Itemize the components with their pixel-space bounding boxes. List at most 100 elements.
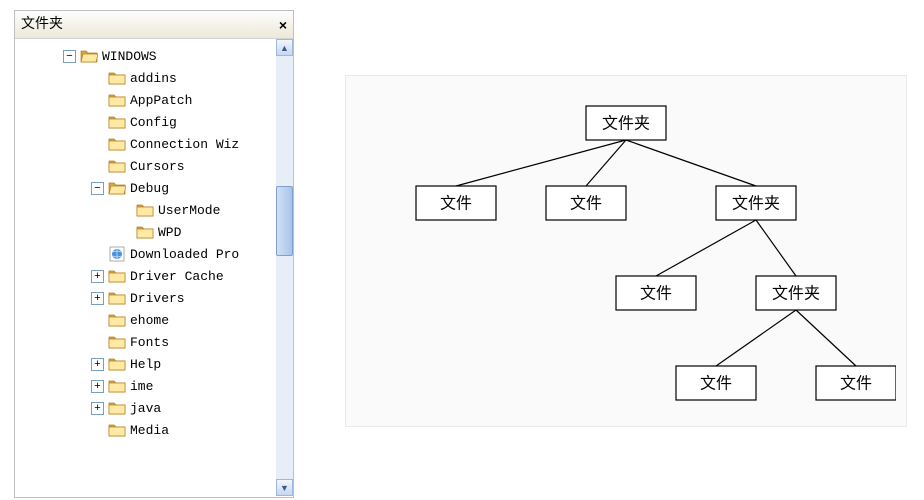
tree-row[interactable]: Cursors — [21, 155, 293, 177]
tree-item-label: addins — [130, 71, 177, 86]
vertical-scrollbar[interactable]: ▲ ▼ — [276, 39, 293, 496]
tree-row[interactable]: − Debug — [21, 177, 293, 199]
folder-closed-icon — [108, 334, 126, 350]
diagram-node: 文件 — [616, 276, 696, 310]
diagram-node: 文件夹 — [716, 186, 796, 220]
diagram-node-label: 文件 — [640, 285, 672, 303]
diagram-edge — [756, 220, 796, 276]
panel-header: 文件夹 × — [15, 11, 293, 39]
toggle-spacer — [91, 424, 104, 437]
tree-item-label: ehome — [130, 313, 169, 328]
expand-icon[interactable]: + — [91, 292, 104, 305]
expand-icon[interactable]: + — [91, 358, 104, 371]
diagram-edge — [656, 220, 756, 276]
toggle-spacer — [91, 94, 104, 107]
diagram-node-label: 文件夹 — [772, 285, 820, 303]
folder-tree[interactable]: − WINDOWS addins AppPatch Config Connect… — [15, 39, 293, 441]
folder-closed-icon — [108, 92, 126, 108]
diagram-edge — [456, 140, 626, 186]
folder-closed-icon — [108, 114, 126, 130]
tree-item-label: Cursors — [130, 159, 185, 174]
folder-closed-icon — [108, 158, 126, 174]
scroll-track[interactable] — [276, 56, 293, 479]
tree-row[interactable]: + Help — [21, 353, 293, 375]
folder-closed-icon — [108, 356, 126, 372]
expand-icon[interactable]: + — [91, 402, 104, 415]
tree-row[interactable]: AppPatch — [21, 89, 293, 111]
folder-closed-icon — [108, 422, 126, 438]
tree-item-label: Downloaded Pro — [130, 247, 239, 262]
diagram-node-label: 文件 — [700, 375, 732, 393]
tree-item-label: Drivers — [130, 291, 185, 306]
diagram-edge — [586, 140, 626, 186]
tree-row[interactable]: addins — [21, 67, 293, 89]
tree-row[interactable]: + Driver Cache — [21, 265, 293, 287]
tree-item-label: AppPatch — [130, 93, 192, 108]
toggle-spacer — [91, 160, 104, 173]
tree-item-label: Media — [130, 423, 169, 438]
diagram-node: 文件 — [676, 366, 756, 400]
folder-closed-icon — [108, 378, 126, 394]
collapse-icon[interactable]: − — [91, 182, 104, 195]
folder-closed-icon — [108, 136, 126, 152]
diagram-node: 文件 — [546, 186, 626, 220]
tree-row[interactable]: + Drivers — [21, 287, 293, 309]
folder-closed-icon — [108, 290, 126, 306]
tree-item-label: WINDOWS — [102, 49, 157, 64]
tree-item-label: Connection Wiz — [130, 137, 239, 152]
tree-row[interactable]: Fonts — [21, 331, 293, 353]
tree-item-label: UserMode — [158, 203, 220, 218]
tree-row[interactable]: UserMode — [21, 199, 293, 221]
diagram-node-label: 文件夹 — [602, 115, 650, 133]
tree-item-label: Help — [130, 357, 161, 372]
toggle-spacer — [91, 248, 104, 261]
diagram-node: 文件夹 — [756, 276, 836, 310]
folder-open-icon — [108, 180, 126, 196]
tree-item-label: Config — [130, 115, 177, 130]
tree-row[interactable]: − WINDOWS — [21, 45, 293, 67]
tree-row[interactable]: + ime — [21, 375, 293, 397]
folder-open-icon — [80, 48, 98, 64]
file-globe-icon — [108, 246, 126, 262]
tree-row[interactable]: ehome — [21, 309, 293, 331]
toggle-spacer — [119, 226, 132, 239]
folder-closed-icon — [108, 70, 126, 86]
tree-row[interactable]: Connection Wiz — [21, 133, 293, 155]
collapse-icon[interactable]: − — [63, 50, 76, 63]
tree-row[interactable]: Media — [21, 419, 293, 441]
diagram-edge — [626, 140, 756, 186]
tree-scroll-area: − WINDOWS addins AppPatch Config Connect… — [15, 39, 293, 496]
diagram-node: 文件 — [416, 186, 496, 220]
tree-item-label: Debug — [130, 181, 169, 196]
toggle-spacer — [91, 72, 104, 85]
toggle-spacer — [91, 138, 104, 151]
tree-diagram-panel: 文件夹文件文件文件夹文件文件夹文件文件 — [345, 75, 907, 427]
folder-closed-icon — [136, 202, 154, 218]
panel-title: 文件夹 — [21, 11, 63, 39]
folder-closed-icon — [108, 312, 126, 328]
folder-closed-icon — [108, 268, 126, 284]
expand-icon[interactable]: + — [91, 270, 104, 283]
tree-row[interactable]: WPD — [21, 221, 293, 243]
scroll-up-arrow-icon[interactable]: ▲ — [276, 39, 293, 56]
close-icon[interactable]: × — [279, 11, 287, 39]
tree-row[interactable]: + java — [21, 397, 293, 419]
expand-icon[interactable]: + — [91, 380, 104, 393]
diagram-node-label: 文件 — [440, 195, 472, 213]
scroll-thumb[interactable] — [276, 186, 293, 256]
folder-tree-panel: 文件夹 × − WINDOWS addins AppPatch Config C… — [14, 10, 294, 498]
scroll-down-arrow-icon[interactable]: ▼ — [276, 479, 293, 496]
diagram-node: 文件夹 — [586, 106, 666, 140]
tree-item-label: Driver Cache — [130, 269, 224, 284]
diagram-node-label: 文件夹 — [732, 195, 780, 213]
folder-closed-icon — [108, 400, 126, 416]
tree-diagram: 文件夹文件文件文件夹文件文件夹文件文件 — [356, 86, 896, 416]
tree-row[interactable]: Downloaded Pro — [21, 243, 293, 265]
diagram-edge — [716, 310, 796, 366]
toggle-spacer — [91, 116, 104, 129]
toggle-spacer — [91, 314, 104, 327]
diagram-node-label: 文件 — [570, 195, 602, 213]
tree-row[interactable]: Config — [21, 111, 293, 133]
tree-item-label: Fonts — [130, 335, 169, 350]
tree-item-label: WPD — [158, 225, 181, 240]
